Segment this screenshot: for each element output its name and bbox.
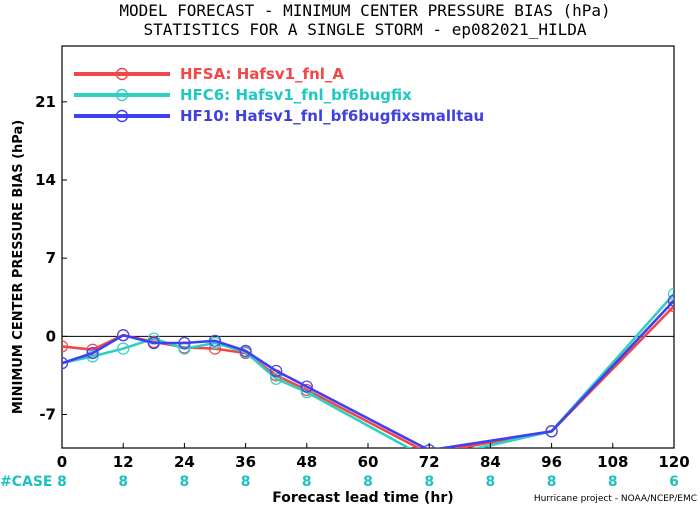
series-point — [667, 294, 674, 307]
case-count: 8 — [302, 474, 312, 490]
y-tick-label: 0 — [46, 327, 56, 345]
case-count: 8 — [57, 474, 67, 490]
series-point — [270, 364, 283, 378]
x-tick-label: 108 — [597, 453, 628, 471]
series-point — [545, 425, 558, 438]
series-line — [62, 305, 674, 448]
series-point — [239, 344, 252, 357]
x-axis-label: Forecast lead time (hr) — [272, 490, 453, 506]
credit-text: Hurricane project - NOAA/NCEP/EMC — [534, 494, 697, 504]
legend-entry: HFSA: Hafsv1_fnl_A — [180, 65, 344, 83]
legend-entry: HF10: Hafsv1_fnl_bf6bugfixsmalltau — [180, 107, 484, 125]
y-tick-label: 7 — [46, 249, 56, 267]
legend: HFSA: Hafsv1_fnl_A HFC6: Hafsv1_fnl_bf6bu… — [74, 65, 484, 125]
x-tick-label: 36 — [235, 453, 256, 471]
x-tick-label: 24 — [174, 453, 195, 471]
series-point — [178, 336, 191, 350]
series-point — [86, 346, 99, 360]
chart-subtitle: STATISTICS FOR A SINGLE STORM - ep082021… — [143, 20, 586, 39]
y-axis-label: MINIMUM CENTER PRESSURE BIAS (hPa) — [11, 120, 26, 414]
series-point — [147, 336, 160, 350]
case-label: #CASE — [0, 474, 53, 490]
series-1 — [62, 287, 674, 448]
series-point — [62, 340, 69, 353]
series-point — [117, 342, 130, 355]
case-count: 8 — [424, 474, 434, 490]
y-tick-label: 14 — [35, 171, 56, 189]
x-tick-label: 48 — [296, 453, 317, 471]
series-point — [62, 357, 69, 370]
legend-swatch-marker — [115, 88, 129, 102]
series-point — [300, 380, 313, 393]
series-point — [86, 350, 99, 363]
x-tick-label: 72 — [419, 453, 440, 471]
y-tick-labels: -7 0 7 14 21 — [35, 93, 67, 424]
case-counts: #CASE 8 8 8 8 8 8 8 8 8 8 6 — [0, 474, 679, 490]
x-tick-labels: 0 12 24 36 48 60 72 84 96 108 120 — [57, 443, 690, 471]
case-count: 8 — [486, 474, 496, 490]
case-count: 8 — [118, 474, 128, 490]
x-tick-label: 120 — [658, 453, 689, 471]
series-point — [667, 287, 674, 300]
chart-title: MODEL FORECAST - MINIMUM CENTER PRESSURE… — [119, 1, 610, 20]
series-point — [270, 372, 283, 385]
series-layer — [62, 287, 674, 448]
series-point — [117, 329, 130, 342]
legend-entry: HFC6: Hafsv1_fnl_bf6bugfix — [180, 86, 412, 104]
case-count: 8 — [241, 474, 251, 490]
series-point — [208, 334, 222, 347]
x-tick-label: 0 — [57, 453, 67, 471]
x-tick-label: 60 — [358, 453, 379, 471]
x-tick-label: 96 — [541, 453, 562, 471]
series-0 — [62, 300, 674, 448]
case-count: 8 — [547, 474, 557, 490]
case-count: 6 — [669, 474, 679, 490]
x-tick-label: 84 — [480, 453, 501, 471]
series-line — [62, 299, 674, 448]
y-tick-label: 21 — [35, 93, 56, 111]
y-tick-label: -7 — [39, 406, 56, 424]
legend-swatch-marker — [115, 109, 129, 123]
case-count: 8 — [608, 474, 618, 490]
legend-swatch-marker — [115, 67, 129, 81]
case-count: 8 — [363, 474, 373, 490]
case-count: 8 — [180, 474, 190, 490]
x-tick-label: 12 — [113, 453, 134, 471]
series-2 — [62, 294, 674, 448]
series-line — [62, 293, 674, 448]
